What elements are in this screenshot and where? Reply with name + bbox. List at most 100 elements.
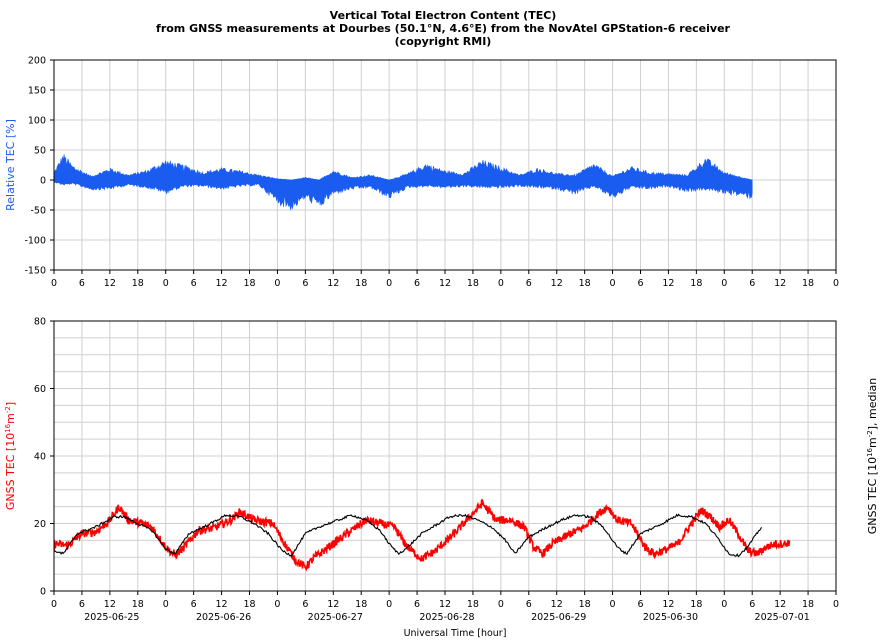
x-tick-label: 18 bbox=[690, 278, 702, 289]
gnss-tec-x-ticks: 0 6 12 18 0 6 12 18 0 6 12 18 0 6 12 18 0 6 12 18 0 6 12 18 0 6 12… bbox=[51, 591, 839, 610]
x-tick-label: 18 bbox=[690, 599, 702, 610]
y-tick-label: 100 bbox=[28, 116, 46, 127]
x-tick-label: 6 bbox=[414, 599, 420, 610]
x-tick-label: 0 bbox=[833, 599, 839, 610]
x-tick-label: 6 bbox=[191, 278, 197, 289]
date-label: 2025-06-29 bbox=[531, 612, 586, 623]
gnss-tec-x-label: Universal Time [hour] bbox=[404, 628, 507, 639]
gnss-tec-y-label-main: GNSS TEC [10 bbox=[4, 433, 17, 510]
median-y-label-exp2: -2 bbox=[866, 430, 874, 437]
x-tick-label: 6 bbox=[526, 599, 532, 610]
chart-title: Vertical Total Electron Content (TEC) fr… bbox=[0, 9, 886, 48]
x-tick-label: 12 bbox=[551, 599, 563, 610]
gnss-tec-y-label: GNSS TEC [1016m-2] bbox=[4, 402, 17, 510]
x-tick-label: 6 bbox=[526, 278, 532, 289]
x-tick-label: 12 bbox=[662, 278, 674, 289]
x-tick-label: 0 bbox=[498, 599, 504, 610]
x-tick-label: 12 bbox=[774, 599, 786, 610]
median-y-label-mid: m bbox=[866, 437, 879, 448]
y-tick-label: -100 bbox=[24, 236, 46, 247]
gnss-tec-series bbox=[53, 498, 791, 572]
x-tick-label: 0 bbox=[498, 278, 504, 289]
x-tick-label: 0 bbox=[721, 599, 727, 610]
x-tick-label: 0 bbox=[274, 278, 280, 289]
gnss-tec-y-label-exp2: -2 bbox=[4, 406, 12, 413]
x-tick-label: 18 bbox=[467, 599, 479, 610]
relative-tec-y-ticks: 200 150 100 50 0 -50 -100 -150 bbox=[24, 56, 54, 277]
x-tick-label: 18 bbox=[243, 599, 255, 610]
date-label: 2025-06-30 bbox=[643, 612, 698, 623]
x-tick-label: 18 bbox=[132, 599, 144, 610]
relative-tec-panel: 200 150 100 50 0 -50 -100 -150 0 6 12 18 0 6 12 18 0 6 12… bbox=[4, 56, 839, 290]
y-tick-label: 50 bbox=[34, 146, 46, 157]
x-tick-label: 12 bbox=[551, 278, 563, 289]
median-line bbox=[53, 513, 762, 558]
x-tick-label: 0 bbox=[51, 599, 57, 610]
x-tick-label: 12 bbox=[104, 599, 116, 610]
y-tick-label: 0 bbox=[40, 176, 46, 187]
x-tick-label: 12 bbox=[104, 278, 116, 289]
y-tick-label: 150 bbox=[28, 86, 46, 97]
y-tick-label: 60 bbox=[34, 384, 46, 395]
x-tick-label: 18 bbox=[802, 278, 814, 289]
x-tick-label: 12 bbox=[439, 278, 451, 289]
x-tick-label: 6 bbox=[302, 599, 308, 610]
gnss-tec-y-label-exp1: 16 bbox=[4, 423, 12, 432]
x-tick-label: 6 bbox=[749, 278, 755, 289]
x-tick-label: 18 bbox=[579, 278, 591, 289]
y-tick-label: 0 bbox=[40, 587, 46, 598]
y-tick-label: -50 bbox=[30, 206, 46, 217]
relative-tec-y-label: Relative TEC [%] bbox=[4, 119, 17, 211]
y-tick-label: 20 bbox=[34, 519, 46, 530]
y-tick-label: 80 bbox=[34, 317, 46, 328]
median-y-label-main: GNSS TEC [10 bbox=[866, 457, 879, 534]
x-tick-label: 12 bbox=[216, 278, 228, 289]
date-label: 2025-06-27 bbox=[308, 612, 363, 623]
x-tick-label: 18 bbox=[579, 599, 591, 610]
x-tick-label: 6 bbox=[302, 278, 308, 289]
date-label: 2025-06-28 bbox=[419, 612, 474, 623]
title-line-1: Vertical Total Electron Content (TEC) bbox=[329, 9, 557, 22]
gnss-tec-y-ticks: 80 60 40 20 0 bbox=[34, 317, 54, 598]
date-label: 2025-06-26 bbox=[196, 612, 251, 623]
x-tick-label: 6 bbox=[414, 278, 420, 289]
x-tick-label: 6 bbox=[79, 599, 85, 610]
x-tick-label: 12 bbox=[439, 599, 451, 610]
date-label: 2025-06-25 bbox=[84, 612, 139, 623]
gnss-tec-median-y-label: GNSS TEC [1016m-2], median bbox=[866, 378, 879, 535]
x-tick-label: 0 bbox=[51, 278, 57, 289]
gnss-tec-line bbox=[53, 498, 791, 572]
x-tick-label: 18 bbox=[467, 278, 479, 289]
x-tick-label: 18 bbox=[802, 599, 814, 610]
title-line-3: (copyright RMI) bbox=[394, 35, 492, 48]
x-tick-label: 0 bbox=[163, 599, 169, 610]
x-tick-label: 0 bbox=[163, 278, 169, 289]
x-tick-label: 0 bbox=[386, 278, 392, 289]
x-tick-label: 6 bbox=[191, 599, 197, 610]
x-tick-label: 12 bbox=[327, 599, 339, 610]
gnss-tec-date-labels: 2025-06-25 2025-06-26 2025-06-27 2025-06-28… bbox=[84, 612, 810, 623]
x-tick-label: 18 bbox=[132, 278, 144, 289]
relative-tec-grid bbox=[54, 60, 836, 270]
x-tick-label: 0 bbox=[721, 278, 727, 289]
x-tick-label: 18 bbox=[355, 278, 367, 289]
median-y-label-exp1: 16 bbox=[866, 447, 874, 456]
title-line-2: from GNSS measurements at Dourbes (50.1°… bbox=[156, 22, 730, 35]
date-label: 2025-07-01 bbox=[755, 612, 810, 623]
y-tick-label: 40 bbox=[34, 452, 46, 463]
relative-tec-band bbox=[53, 154, 753, 211]
relative-tec-x-ticks: 0 6 12 18 0 6 12 18 0 6 12 18 0 6 12 18 0 6 12 18 0 6 12 18 0 6 12… bbox=[51, 270, 839, 289]
x-tick-label: 18 bbox=[355, 599, 367, 610]
x-tick-label: 12 bbox=[774, 278, 786, 289]
x-tick-label: 18 bbox=[243, 278, 255, 289]
x-tick-label: 6 bbox=[79, 278, 85, 289]
x-tick-label: 6 bbox=[637, 278, 643, 289]
gnss-tec-y-label-mid: m bbox=[4, 413, 17, 424]
x-tick-label: 0 bbox=[610, 599, 616, 610]
x-tick-label: 0 bbox=[833, 278, 839, 289]
relative-tec-series bbox=[53, 154, 753, 211]
y-tick-label: 200 bbox=[28, 56, 46, 67]
gnss-tec-panel: 80 60 40 20 0 0 6 12 18 0 6 12 18 0 6 12 18 0 6 12 18 0 6 12 18… bbox=[4, 317, 879, 640]
x-tick-label: 12 bbox=[216, 599, 228, 610]
